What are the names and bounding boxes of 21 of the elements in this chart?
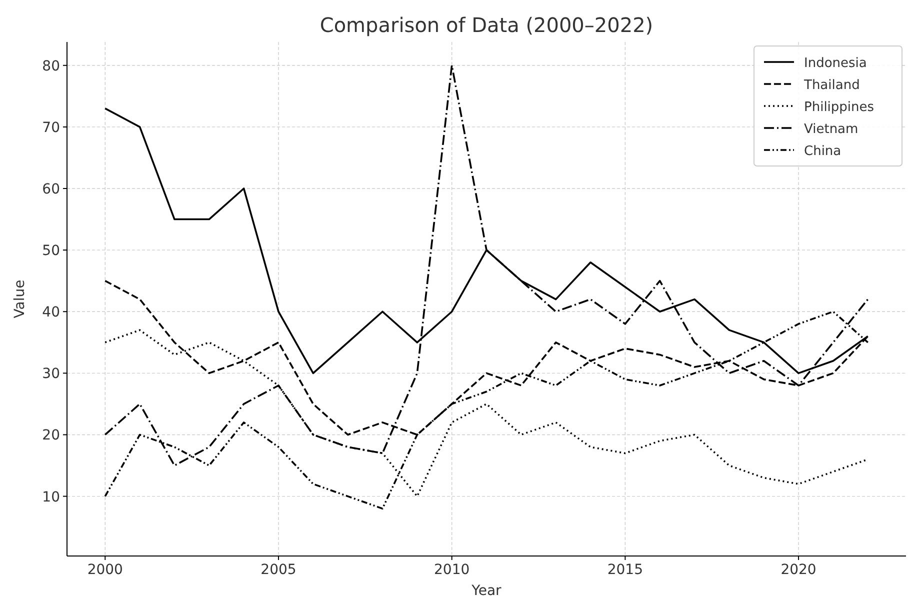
y-tick-label: 30: [42, 366, 60, 382]
legend-label: China: [804, 144, 842, 159]
y-tick-label: 60: [42, 182, 60, 198]
y-tick-label: 80: [42, 58, 60, 74]
x-tick-label: 2015: [607, 562, 643, 578]
x-tick-label: 2000: [87, 562, 123, 578]
y-tick-label: 70: [42, 120, 60, 136]
chart-title: Comparison of Data (2000–2022): [320, 13, 654, 37]
y-tick-label: 10: [42, 489, 60, 506]
y-tick-label: 50: [42, 243, 60, 260]
y-tick-label: 20: [42, 428, 60, 444]
legend-label: Indonesia: [804, 56, 867, 71]
x-axis-title: Year: [470, 583, 502, 599]
y-axis-title: Value: [12, 280, 28, 318]
x-tick-label: 2010: [434, 562, 470, 578]
legend-label: Thailand: [803, 78, 860, 93]
x-tick-label: 2020: [780, 562, 816, 578]
y-tick-label: 40: [42, 304, 60, 321]
legend-label: Vietnam: [804, 122, 858, 137]
legend-label: Philippines: [804, 100, 874, 115]
x-tick-label: 2005: [260, 562, 296, 578]
